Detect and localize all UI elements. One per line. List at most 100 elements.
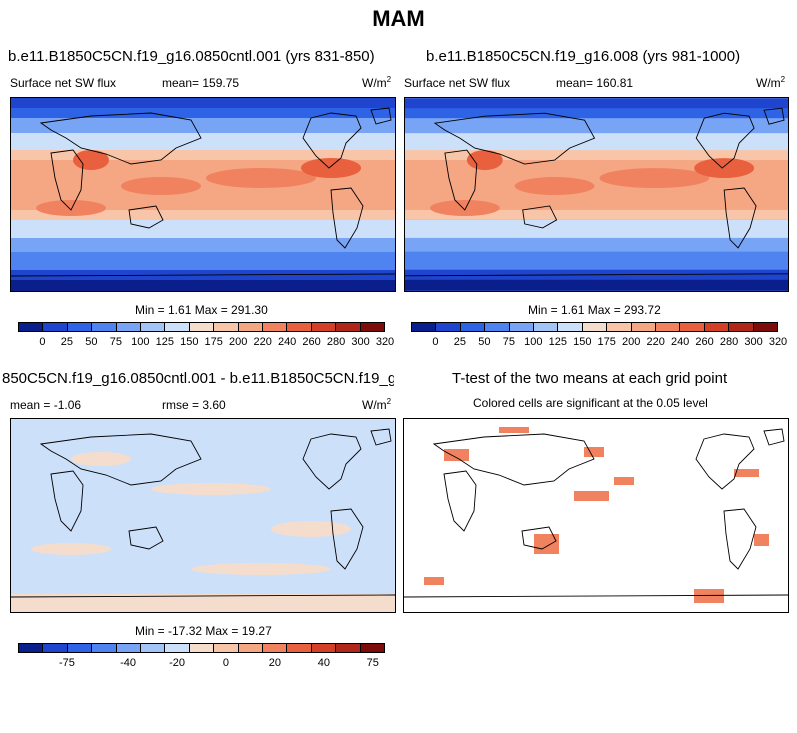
panel3-colorbar-tick-label: 40 [317, 657, 330, 669]
panel1-colorbar-tick-label: 200 [229, 336, 248, 348]
panel3-colorbar-tick-label: -75 [58, 657, 75, 669]
panel2-colorbar-tick-label: 320 [768, 336, 788, 348]
panel3-colorbar-swatch [214, 644, 239, 652]
panel1-colorbar-swatch [287, 323, 312, 331]
panel1-colorbar-swatch [165, 323, 190, 331]
panel3-colorbar-swatch [263, 644, 288, 652]
panel2-colorbar-tick-label: 240 [670, 336, 690, 348]
panel3-colorbar-swatch [189, 644, 215, 652]
panel2-colorbar-swatch [729, 323, 754, 331]
panel3-colorbar-swatch [336, 644, 361, 652]
panel1-minmax: Min = 1.61 Max = 291.30 [135, 303, 268, 317]
panel3-title: 850C5CN.f19_g16.0850cntl.001 - b.e11.B18… [2, 370, 394, 387]
panel1-colorbar-tick-label: 150 [180, 336, 199, 348]
panel3-colorbar-swatch [165, 644, 190, 652]
panel1-colorbar-tick-label: 125 [155, 336, 174, 348]
panel1-variable-label: Surface net SW flux [10, 76, 117, 90]
panel2-colorbar-swatch [485, 323, 510, 331]
panel1-colorbar-tick-label: 240 [277, 336, 297, 348]
panel1-colorbar-swatch [116, 323, 142, 331]
panel2-colorbar-swatch [460, 323, 486, 331]
panel3-colorbar-swatch [287, 644, 312, 652]
panel1-units: W/m2 [362, 75, 392, 90]
panel3-colorbar-swatch [311, 644, 337, 652]
panel1-map-svg [11, 98, 395, 291]
panel2-colorbar-tick-label: 280 [719, 336, 739, 348]
panel2-colorbar-swatch [534, 323, 559, 331]
panel3-mean: mean = -1.06 [10, 398, 82, 412]
panel2-minmax: Min = 1.61 Max = 293.72 [528, 303, 661, 317]
panel1-colorbar-tick-label: 300 [351, 336, 370, 348]
panel2-colorbar-swatch [558, 323, 583, 331]
panel2-colorbar-swatch [753, 323, 778, 331]
panel2-colorbar-swatch [704, 323, 730, 331]
panel4-map [403, 418, 789, 613]
panel1-colorbar-tick-label: 220 [253, 336, 272, 348]
panel2-variable-label: Surface net SW flux [404, 76, 511, 90]
panel2-colorbar-swatch [509, 323, 535, 331]
panel1-colorbar-swatch [43, 323, 68, 331]
panel1-colorbar-swatch [67, 323, 93, 331]
panel1-mean: mean= 159.75 [162, 76, 240, 90]
panel3-colorbar-swatch [238, 644, 264, 652]
panel3-colorbar-swatch [116, 644, 142, 652]
panel2-colorbar-tick-label: 200 [622, 336, 641, 348]
panel2-colorbar-tick-label: 100 [524, 336, 543, 348]
panel1-colorbar-tick-label: 75 [109, 336, 122, 348]
panel3-colorbar-tick-label: -20 [169, 657, 185, 669]
panel2-colorbar-swatch [582, 323, 608, 331]
panel2-colorbar [411, 322, 778, 332]
panel3-colorbar-swatch [43, 644, 68, 652]
panel1-colorbar-tick-label: 0 [39, 336, 46, 348]
panel2-title: b.e11.B1850C5CN.f19_g16.008 (yrs 981-100… [426, 48, 741, 65]
panel2-colorbar-tick-label: 150 [573, 336, 592, 348]
panel4-subtitle: Colored cells are significant at the 0.0… [473, 396, 708, 410]
panel3-colorbar-tick-label: 75 [366, 657, 379, 669]
panel2-colorbar-tick-label: 25 [453, 336, 467, 348]
panel1-colorbar-tick-label: 100 [131, 336, 150, 348]
panel2-colorbar-swatch [680, 323, 705, 331]
panel1-colorbar-tick-label: 280 [326, 336, 346, 348]
panel1-colorbar-tick-label: 260 [302, 336, 321, 348]
panel3-colorbar-tick-label: 0 [222, 657, 230, 669]
panel1-colorbar-swatch [214, 323, 239, 331]
panel1-colorbar-swatch [360, 323, 385, 331]
panel2-colorbar-swatch [607, 323, 632, 331]
panel2-units: W/m2 [756, 75, 786, 90]
panel2-colorbar-tick-label: 300 [744, 336, 763, 348]
panel1-map [10, 97, 396, 292]
panel1-colorbar-swatch [238, 323, 264, 331]
panel1-colorbar-tick-label: 50 [85, 336, 98, 348]
panel4-map-svg [404, 419, 788, 612]
panel2-colorbar-tick-label: 75 [502, 336, 515, 348]
panel2-colorbar-labels: 0 25 50 75 100 125 150 175 200 220 240 260 280 300 320 [411, 336, 787, 350]
panel2-colorbar-swatch [436, 323, 461, 331]
panel2-colorbar-tick-label: 50 [478, 336, 491, 348]
panel3-minmax: Min = -17.32 Max = 19.27 [135, 624, 272, 638]
panel3-colorbar-labels: -75 -40 -20 0 20 40 75 [18, 657, 385, 671]
panel2-colorbar-tick-label: 175 [597, 336, 616, 348]
panel1-colorbar-swatch [263, 323, 288, 331]
panel3-colorbar-swatch [360, 644, 385, 652]
panel1-colorbar-swatch [141, 323, 166, 331]
panel3-colorbar [18, 643, 385, 653]
panel2-mean: mean= 160.81 [556, 76, 634, 90]
panel3-map [10, 418, 396, 613]
panel1-colorbar-swatch [92, 323, 117, 331]
panel2-colorbar-tick-label: 125 [548, 336, 567, 348]
panel1-colorbar-swatch [19, 323, 44, 331]
panel2-map [404, 97, 789, 292]
panel1-colorbar-tick-label: 320 [375, 336, 395, 348]
panel2-colorbar-tick-label: 260 [695, 336, 714, 348]
panel1-title: b.e11.B1850C5CN.f19_g16.0850cntl.001 (yr… [8, 48, 375, 65]
panel1-colorbar-swatch [189, 323, 215, 331]
panel3-colorbar-swatch [141, 644, 166, 652]
panel3-rmse: rmse = 3.60 [162, 398, 226, 412]
panel2-map-svg [405, 98, 788, 291]
panel2-colorbar-tick-label: 220 [646, 336, 665, 348]
panel1-colorbar-tick-label: 175 [204, 336, 223, 348]
panel1-colorbar [18, 322, 385, 332]
panel3-colorbar-swatch [19, 644, 44, 652]
panel1-colorbar-labels: 0 25 50 75 100 125 150 175 200 220 240 260 280 300 320 [18, 336, 394, 350]
panel2-colorbar-swatch [412, 323, 437, 331]
